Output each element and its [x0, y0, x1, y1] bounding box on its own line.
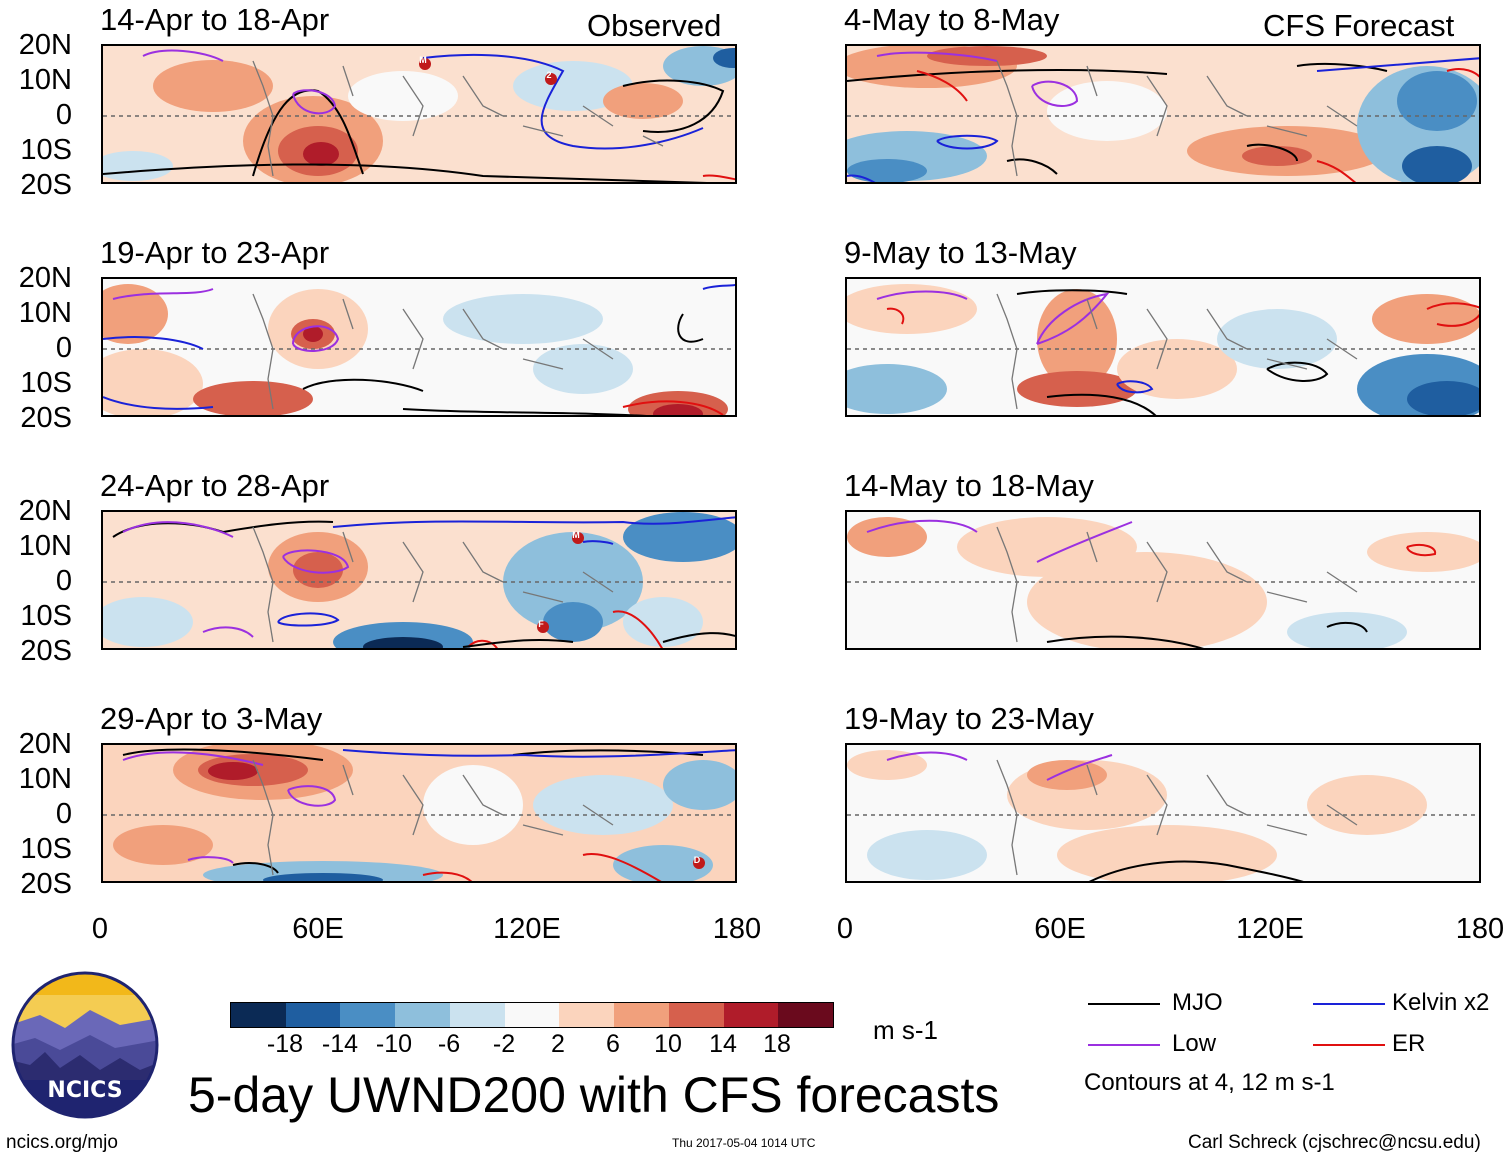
- map-panel-observed-3: [101, 510, 737, 650]
- legend-line-mjo: [1088, 1003, 1160, 1005]
- logo-text: NCICS: [47, 1078, 122, 1103]
- legend-note: Contours at 4, 12 m s-1: [1084, 1069, 1335, 1096]
- colorbar-segment: [504, 1003, 560, 1027]
- legend-label-low: Low: [1172, 1030, 1217, 1057]
- storm-marker-label: D: [693, 855, 701, 865]
- legend-line-low: [1088, 1044, 1160, 1046]
- panel-title: 19-May to 23-May: [844, 701, 1094, 736]
- ncics-logo: NCICS: [10, 970, 160, 1120]
- lat-label: 0: [55, 99, 72, 131]
- main-title: 5-day UWND200 with CFS forecasts: [188, 1067, 1000, 1123]
- colorbar-segment: [285, 1003, 341, 1027]
- panel-title: 4-May to 8-May: [844, 2, 1060, 37]
- colorbar-tick-label: -10: [375, 1030, 413, 1058]
- legend-line-kelvin: [1313, 1003, 1385, 1005]
- lat-label: 20N: [18, 29, 72, 61]
- lat-label: 10S: [20, 600, 72, 632]
- colorbar: [230, 1002, 834, 1028]
- colorbar-tick-label: -2: [492, 1030, 516, 1058]
- colorbar-tick-label: 14: [709, 1030, 737, 1058]
- colorbar-units: m s-1: [873, 1015, 938, 1045]
- lat-label: 10S: [20, 367, 72, 399]
- footer-timestamp: Thu 2017-05-04 1014 UTC: [672, 1136, 816, 1150]
- panel-title: 9-May to 13-May: [844, 235, 1077, 270]
- map-panel-forecast-2: [845, 277, 1481, 417]
- lat-label: 10S: [20, 833, 72, 865]
- lat-label: 10S: [20, 134, 72, 166]
- colorbar-segment: [723, 1003, 779, 1027]
- colorbar-tick-label: 6: [606, 1030, 620, 1058]
- legend-label-er: ER: [1392, 1030, 1426, 1057]
- lat-label: 20S: [20, 169, 72, 201]
- colorbar-tick-label: 10: [654, 1030, 682, 1058]
- lon-label: 60E: [292, 913, 344, 945]
- footer-author: Carl Schreck (cjschrec@ncsu.edu): [1188, 1132, 1481, 1153]
- legend-line-er: [1313, 1044, 1385, 1046]
- panel-title: 19-Apr to 23-Apr: [100, 235, 330, 270]
- lon-label: 0: [836, 913, 854, 945]
- lat-label: 10N: [18, 530, 72, 562]
- lat-label: 0: [55, 565, 72, 597]
- colorbar-segment: [395, 1003, 450, 1027]
- legend-label-kelvin: Kelvin x2: [1392, 989, 1490, 1016]
- colorbar-segment: [449, 1003, 505, 1027]
- lat-label: 10N: [18, 763, 72, 795]
- lat-label: 20S: [20, 402, 72, 434]
- storm-marker-label: 2: [546, 70, 552, 80]
- map-panel-forecast-4: [845, 743, 1481, 883]
- legend-label-mjo: MJO: [1172, 989, 1223, 1016]
- lat-label: 0: [55, 798, 72, 830]
- map-panel-observed-2: [101, 277, 737, 417]
- storm-marker: [545, 73, 557, 85]
- panel-title: 14-Apr to 18-Apr: [100, 2, 330, 37]
- storm-marker: [419, 58, 431, 70]
- lon-label: 0: [91, 913, 109, 945]
- lat-label: 20S: [20, 868, 72, 900]
- lon-label: 120E: [1236, 913, 1304, 945]
- colorbar-tick-label: -18: [266, 1030, 304, 1058]
- lon-label: 60E: [1034, 913, 1086, 945]
- storm-marker-label: M: [419, 55, 427, 65]
- colorbar-segment: [231, 1003, 286, 1027]
- colorbar-segment: [778, 1003, 834, 1027]
- storm-marker-label: F: [538, 619, 544, 629]
- storm-marker-label: M: [572, 530, 580, 540]
- lat-label: 20N: [18, 728, 72, 760]
- panel-title: 29-Apr to 3-May: [100, 701, 323, 736]
- panel-title: 24-Apr to 28-Apr: [100, 468, 330, 503]
- lat-label: 20N: [18, 495, 72, 527]
- colorbar-tick-label: 2: [551, 1030, 565, 1058]
- header-observed: Observed: [587, 8, 722, 43]
- lon-label: 180: [712, 913, 762, 945]
- lon-label: 180: [1455, 913, 1505, 945]
- colorbar-tick-label: -6: [437, 1030, 461, 1058]
- map-panel-observed-1: [101, 44, 737, 184]
- header-cfs-forecast: CFS Forecast: [1263, 8, 1455, 43]
- colorbar-segment: [668, 1003, 724, 1027]
- colorbar-segment: [340, 1003, 396, 1027]
- lat-label: 0: [55, 332, 72, 364]
- map-panel-forecast-3: [845, 510, 1481, 650]
- colorbar-tick-label: -14: [321, 1030, 359, 1058]
- lat-label: 10N: [18, 64, 72, 96]
- lat-label: 20S: [20, 635, 72, 667]
- map-panel-forecast-1: [845, 44, 1481, 184]
- colorbar-segment: [614, 1003, 669, 1027]
- storm-marker: [537, 621, 549, 633]
- storm-marker: [693, 857, 705, 869]
- colorbar-tick-label: 18: [763, 1030, 791, 1058]
- colorbar-segment: [559, 1003, 615, 1027]
- panel-title: 14-May to 18-May: [844, 468, 1094, 503]
- lat-label: 10N: [18, 297, 72, 329]
- map-panel-observed-4: [101, 743, 737, 883]
- lat-label: 20N: [18, 262, 72, 294]
- lon-label: 120E: [493, 913, 561, 945]
- storm-marker: [572, 532, 584, 544]
- footer-url: ncics.org/mjo: [6, 1132, 118, 1153]
